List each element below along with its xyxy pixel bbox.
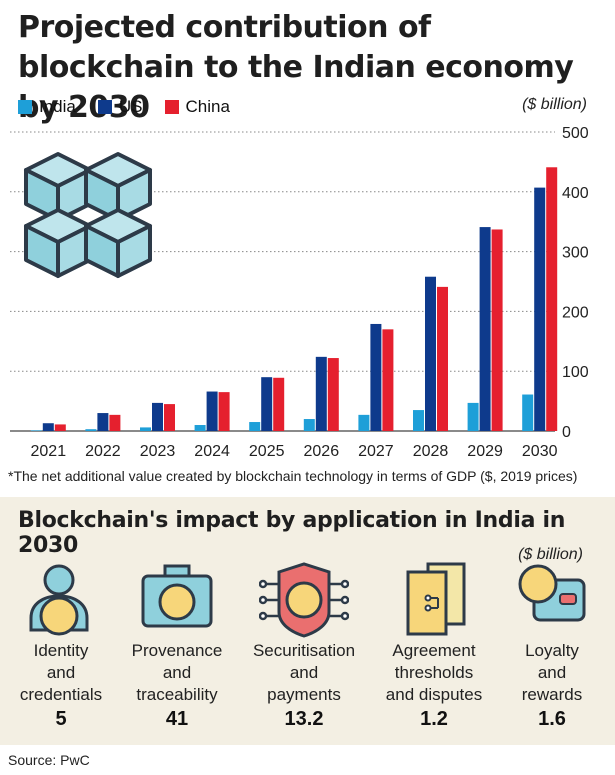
label-line: and [537, 663, 567, 682]
bar-china [327, 358, 339, 431]
x-tick-label: 2026 [304, 443, 340, 460]
bar-us [315, 356, 327, 431]
bar-india [303, 419, 315, 431]
bar-india [249, 422, 261, 431]
label-line: and [162, 663, 192, 682]
label-line: Provenance [131, 641, 223, 660]
section-title: Blockchain's impact by application in In… [18, 508, 566, 558]
x-tick-label: 2030 [522, 443, 558, 460]
legend-swatch-us [97, 100, 112, 114]
legend-swatch-china [164, 100, 179, 114]
label-line: Agreement [392, 641, 476, 660]
label-line: Identity [33, 641, 89, 660]
bar-china [218, 392, 230, 431]
bar-india [194, 425, 206, 431]
bar-us [261, 377, 273, 431]
label-line: payments [267, 685, 341, 704]
app-securitisation-value: 13.2 [284, 708, 324, 730]
app-provenance: Provenance and traceability 41 [116, 560, 238, 731]
y-tick-label: 300 [562, 245, 589, 262]
blockchain-cubes-icon [24, 152, 152, 278]
x-tick-label: 2027 [358, 443, 394, 460]
bar-china [382, 329, 394, 431]
y-tick-label: 200 [562, 304, 589, 321]
x-tick-label: 2029 [467, 443, 503, 460]
app-loyalty-label: Loyalty and rewards [491, 640, 613, 706]
bar-india [413, 410, 424, 431]
bar-china [54, 424, 66, 431]
bar-us [42, 423, 54, 431]
chart-unit: ($ billion) [522, 96, 587, 113]
label-line: and [46, 663, 76, 682]
bar-us [370, 323, 382, 431]
label-line: and disputes [385, 685, 483, 704]
legend-label-us: US [118, 97, 143, 116]
x-tick-label: 2022 [85, 443, 121, 460]
bar-china [437, 286, 448, 431]
legend-item-india: India [18, 97, 76, 117]
bar-india [522, 394, 534, 431]
y-tick-label: 100 [562, 364, 589, 381]
label-line: traceability [136, 685, 218, 704]
bar-india [85, 429, 97, 431]
legend-label-china: China [185, 97, 230, 116]
x-tick-label: 2024 [194, 443, 230, 460]
app-agreement-value: 1.2 [420, 708, 448, 730]
app-identity-label: Identity and credentials [0, 640, 122, 706]
documents-icon [406, 562, 466, 636]
legend-swatch-india [18, 100, 32, 114]
person-icon [29, 564, 89, 636]
section-unit: ($ billion) [518, 546, 583, 563]
label-line: thresholds [394, 663, 474, 682]
chart-title: Projected contribution of blockchain to … [18, 10, 574, 125]
app-identity-value: 5 [55, 708, 67, 730]
bar-us [534, 187, 546, 431]
bar-us [152, 402, 163, 431]
label-line: rewards [521, 685, 583, 704]
bar-china [546, 167, 558, 432]
bar-us [479, 227, 491, 431]
y-tick-label: 500 [562, 125, 589, 142]
app-agreement: Agreement thresholds and disputes 1.2 [373, 560, 495, 731]
bar-india [358, 414, 370, 431]
legend-item-us: US [97, 97, 143, 117]
x-tick-label: 2023 [140, 443, 176, 460]
bar-china [109, 414, 121, 431]
app-agreement-label: Agreement thresholds and disputes [373, 640, 495, 706]
app-provenance-label: Provenance and traceability [116, 640, 238, 706]
camera-icon [141, 564, 213, 628]
label-line: credentials [19, 685, 103, 704]
bar-india [30, 430, 42, 431]
label-line: and [289, 663, 319, 682]
legend-label-india: India [39, 97, 76, 116]
label-line: Securitisation [252, 641, 356, 660]
bar-us [206, 391, 218, 431]
legend: India US China [18, 96, 252, 118]
app-securitisation-label: Securitisation and payments [243, 640, 365, 706]
x-tick-label: 2028 [413, 443, 449, 460]
app-loyalty: Loyalty and rewards 1.6 [491, 560, 613, 731]
app-provenance-value: 41 [165, 708, 189, 730]
bar-us [425, 276, 436, 431]
app-securitisation: Securitisation and payments 13.2 [243, 560, 365, 731]
footnote: *The net additional value created by blo… [8, 468, 578, 484]
x-tick-label: 2025 [249, 443, 285, 460]
app-identity: Identity and credentials 5 [0, 560, 122, 731]
y-tick-label: 0 [562, 424, 571, 441]
wallet-icon [518, 564, 586, 622]
bar-china [273, 377, 285, 431]
y-tick-label: 400 [562, 185, 589, 202]
bar-us [97, 413, 109, 431]
bar-china [491, 229, 503, 431]
label-line: Loyalty [525, 641, 579, 660]
bar-india [467, 402, 479, 431]
bar-india [140, 427, 151, 431]
x-tick-label: 2021 [31, 443, 67, 460]
bar-chart: 0 100 200 300 400 500 2021 2022 2023 2024 2025 2026… [10, 125, 589, 460]
source-note: Source: PwC [8, 752, 90, 768]
legend-item-china: China [164, 97, 230, 117]
chip-shield-icon [259, 562, 349, 638]
bar-china [164, 404, 175, 431]
app-loyalty-value: 1.6 [538, 708, 566, 730]
